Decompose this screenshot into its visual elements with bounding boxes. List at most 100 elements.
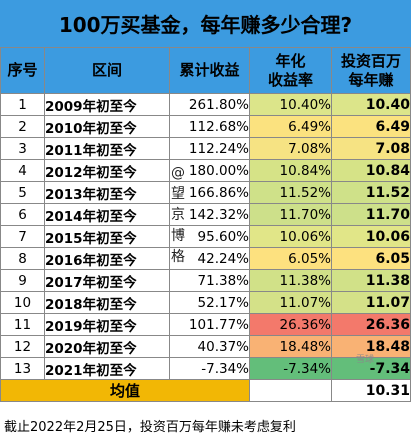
watermark-char: 博 bbox=[171, 228, 185, 244]
row-annualized: 11.70% bbox=[249, 203, 332, 226]
row-range: 2011年初至今 bbox=[44, 137, 170, 160]
header-idx: 序号 bbox=[0, 47, 45, 94]
row-index: 10 bbox=[0, 291, 45, 314]
row-annualized: 18.48% bbox=[249, 335, 332, 358]
header-range: 区间 bbox=[44, 47, 170, 94]
row-earn: 11.52 bbox=[331, 181, 411, 204]
row-index: 6 bbox=[0, 203, 45, 226]
row-cumulative: 261.80% bbox=[169, 93, 250, 116]
row-range: 2019年初至今 bbox=[44, 313, 170, 336]
table-row: 4 2012年初至今 180.00% 10.84% 10.84 bbox=[0, 159, 411, 182]
row-annualized: 26.36% bbox=[249, 313, 332, 336]
row-cumulative: 52.17% bbox=[169, 291, 250, 314]
row-earn: -7.34 bbox=[331, 357, 411, 380]
row-cumulative: 112.68% bbox=[169, 115, 250, 138]
row-range: 2012年初至今 bbox=[44, 159, 170, 182]
watermark-char: 望 bbox=[171, 186, 185, 202]
table-body: 1 2009年初至今 261.80% 10.40% 10.40 2 2010年初至今 112.… bbox=[0, 93, 411, 380]
row-index: 3 bbox=[0, 137, 45, 160]
footer-note: 截止2022年2月25日，投资百万每年赚未考虑复利 bbox=[4, 420, 296, 435]
table-row: 11 2019年初至今 101.77% 26.36% 26.36 bbox=[0, 313, 411, 336]
row-earn: 10.84 bbox=[331, 159, 411, 182]
header-earn-line2: 每年赚 bbox=[348, 70, 394, 89]
row-range: 2018年初至今 bbox=[44, 291, 170, 314]
row-range: 2014年初至今 bbox=[44, 203, 170, 226]
row-annualized: 6.05% bbox=[249, 247, 332, 270]
row-cumulative: 40.37% bbox=[169, 335, 250, 358]
average-value: 10.31 bbox=[331, 379, 411, 402]
table-row: 2 2010年初至今 112.68% 6.49% 6.49 bbox=[0, 115, 411, 138]
row-range: 2013年初至今 bbox=[44, 181, 170, 204]
returns-table: 序号 区间 累计收益 年化 收益率 投资百万 每年赚 1 2009年初至今 261.… bbox=[0, 47, 411, 402]
row-cumulative: 112.24% bbox=[169, 137, 250, 160]
table-row: 3 2011年初至今 112.24% 7.08% 7.08 bbox=[0, 137, 411, 160]
page-title: 100万买基金，每年赚多少合理? bbox=[0, 0, 411, 48]
row-range: 2016年初至今 bbox=[44, 247, 170, 270]
header-cumulative: 累计收益 bbox=[169, 47, 250, 94]
row-range: 2020年初至今 bbox=[44, 335, 170, 358]
row-earn: 10.06 bbox=[331, 225, 411, 248]
row-index: 5 bbox=[0, 181, 45, 204]
row-annualized: 10.40% bbox=[249, 93, 332, 116]
row-index: 8 bbox=[0, 247, 45, 270]
header-annualized: 年化 收益率 bbox=[249, 47, 332, 94]
site-logo: 雪球 bbox=[356, 355, 375, 365]
header-earn-line1: 投资百万 bbox=[340, 51, 401, 70]
watermark-char: 京 bbox=[171, 207, 185, 223]
row-range: 2017年初至今 bbox=[44, 269, 170, 292]
row-cumulative: -7.34% bbox=[169, 357, 250, 380]
row-earn: 11.70 bbox=[331, 203, 411, 226]
row-earn: 11.38 bbox=[331, 269, 411, 292]
row-index: 11 bbox=[0, 313, 45, 336]
row-cumulative: 101.77% bbox=[169, 313, 250, 336]
average-label: 均值 bbox=[0, 379, 250, 402]
table-row: 6 2014年初至今 142.32% 11.70% 11.70 bbox=[0, 203, 411, 226]
row-index: 2 bbox=[0, 115, 45, 138]
average-blank-cell bbox=[249, 379, 332, 402]
watermark: @ 望京博格 bbox=[168, 163, 188, 268]
table-row: 12 2020年初至今 40.37% 18.48% 18.48 bbox=[0, 335, 411, 358]
row-range: 2010年初至今 bbox=[44, 115, 170, 138]
table-row: 8 2016年初至今 42.24% 6.05% 6.05 bbox=[0, 247, 411, 270]
row-earn: 18.48 bbox=[331, 335, 411, 358]
row-annualized: 6.49% bbox=[249, 115, 332, 138]
row-annualized: 10.06% bbox=[249, 225, 332, 248]
row-range: 2009年初至今 bbox=[44, 93, 170, 116]
table-row: 9 2017年初至今 71.38% 11.38% 11.38 bbox=[0, 269, 411, 292]
table-row: 7 2015年初至今 95.60% 10.06% 10.06 bbox=[0, 225, 411, 248]
row-earn: 6.05 bbox=[331, 247, 411, 270]
header-earn: 投资百万 每年赚 bbox=[331, 47, 411, 94]
row-annualized: 11.52% bbox=[249, 181, 332, 204]
row-earn: 6.49 bbox=[331, 115, 411, 138]
header-annualized-line1: 年化 bbox=[275, 51, 306, 70]
row-range: 2021年初至今 bbox=[44, 357, 170, 380]
row-earn: 7.08 bbox=[331, 137, 411, 160]
header-row: 序号 区间 累计收益 年化 收益率 投资百万 每年赚 bbox=[0, 47, 411, 94]
row-range: 2015年初至今 bbox=[44, 225, 170, 248]
row-index: 4 bbox=[0, 159, 45, 182]
row-index: 1 bbox=[0, 93, 45, 116]
row-annualized: 11.07% bbox=[249, 291, 332, 314]
table-row: 5 2013年初至今 166.86% 11.52% 11.52 bbox=[0, 181, 411, 204]
row-earn: 11.07 bbox=[331, 291, 411, 314]
row-annualized: 11.38% bbox=[249, 269, 332, 292]
table-row: 1 2009年初至今 261.80% 10.40% 10.40 bbox=[0, 93, 411, 116]
row-cumulative: 42.24% bbox=[169, 247, 250, 270]
table-row: 10 2018年初至今 52.17% 11.07% 11.07 bbox=[0, 291, 411, 314]
watermark-char: 格 bbox=[171, 249, 185, 265]
row-index: 12 bbox=[0, 335, 45, 358]
row-cumulative: 180.00% bbox=[169, 159, 250, 182]
average-row: 均值 10.31 bbox=[0, 379, 411, 402]
row-annualized: 7.08% bbox=[249, 137, 332, 160]
header-annualized-line2: 收益率 bbox=[267, 70, 313, 89]
row-cumulative: 71.38% bbox=[169, 269, 250, 292]
watermark-char: @ bbox=[171, 165, 185, 181]
row-index: 13 bbox=[0, 357, 45, 380]
row-earn: 26.36 bbox=[331, 313, 411, 336]
row-earn: 10.40 bbox=[331, 93, 411, 116]
row-index: 7 bbox=[0, 225, 45, 248]
row-index: 9 bbox=[0, 269, 45, 292]
row-annualized: -7.34% bbox=[249, 357, 332, 380]
row-annualized: 10.84% bbox=[249, 159, 332, 182]
table-row: 13 2021年初至今 -7.34% -7.34% -7.34 bbox=[0, 357, 411, 380]
